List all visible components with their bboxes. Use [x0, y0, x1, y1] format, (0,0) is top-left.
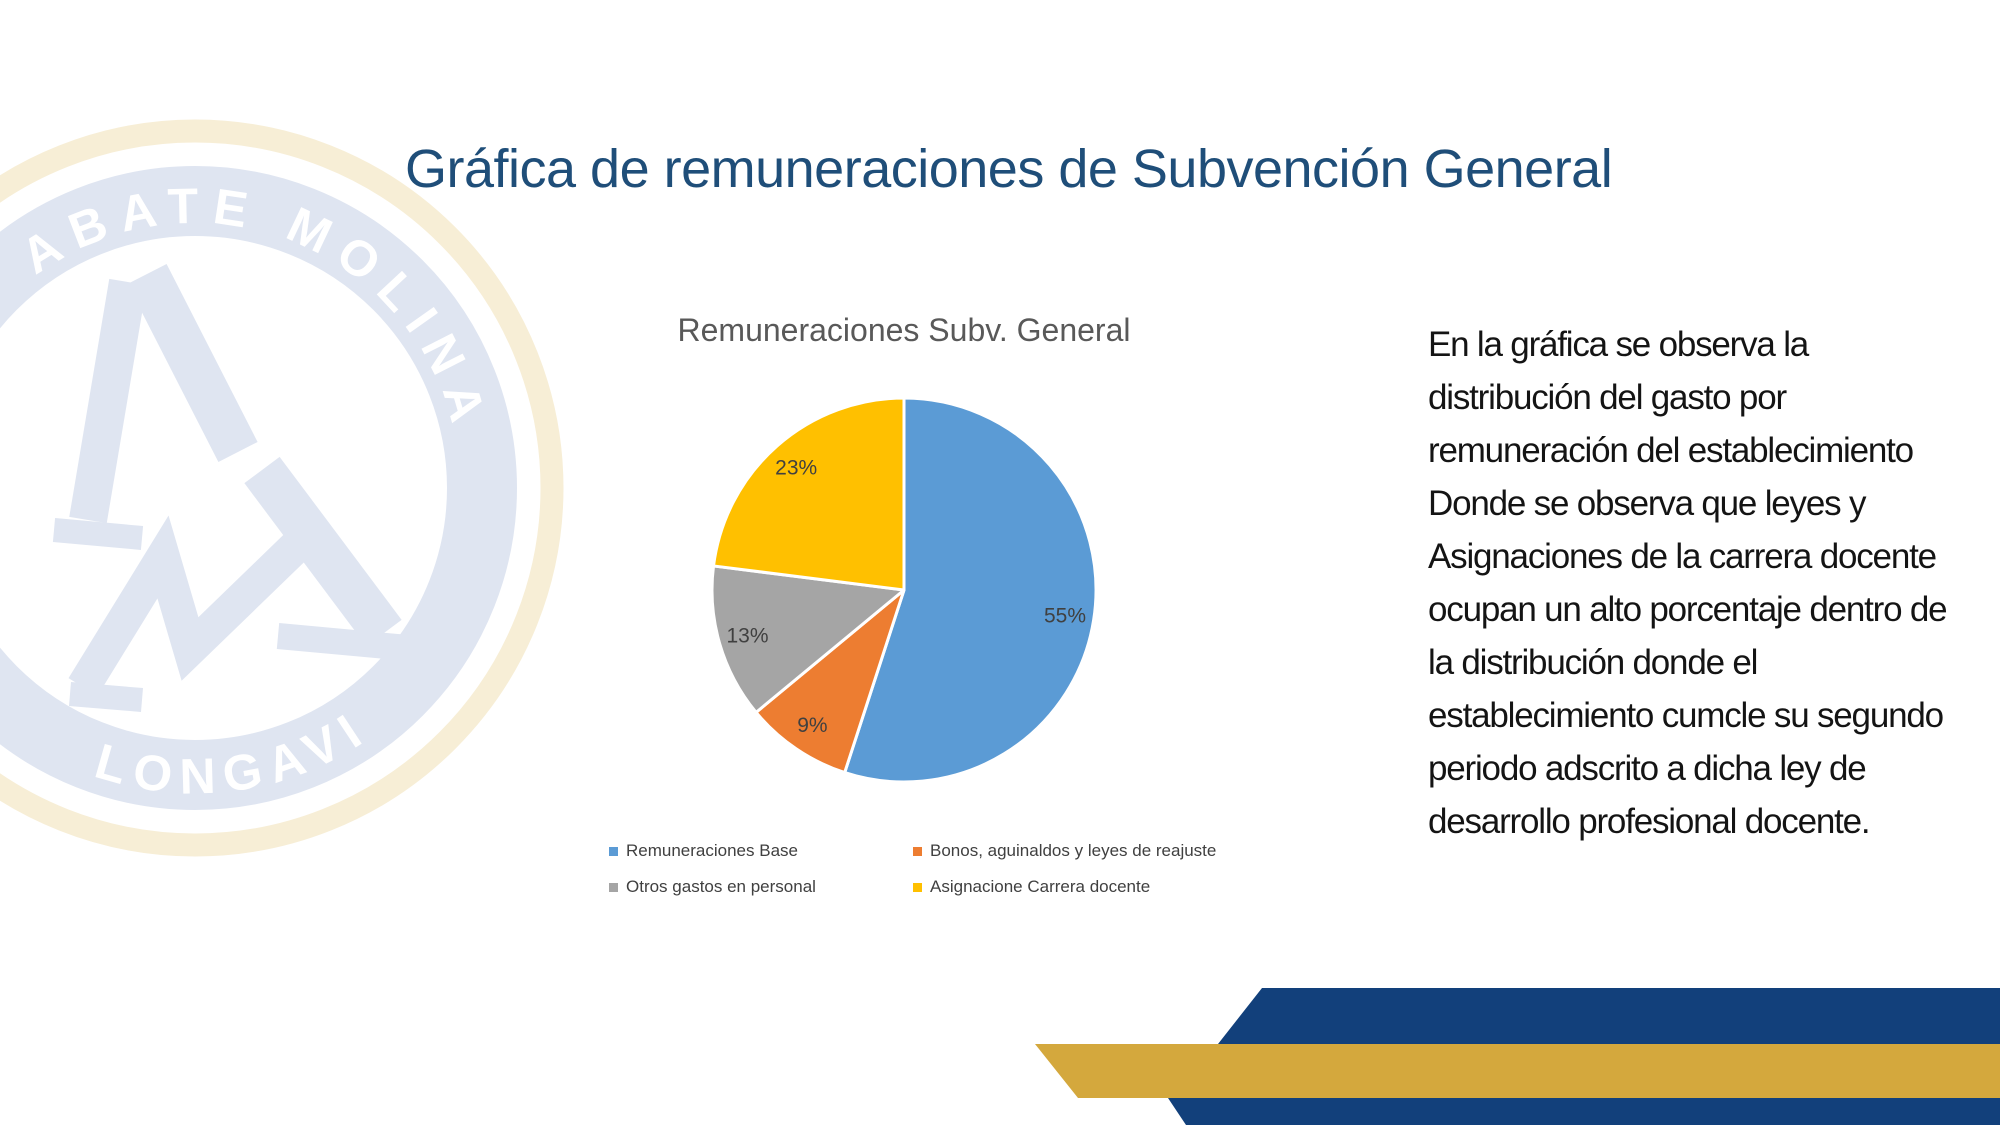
pie-slice-2	[710, 564, 906, 714]
monogram-left-leg	[69, 278, 147, 524]
ribbon-gold	[1035, 1044, 2000, 1098]
pie-slice-label-0: 55%	[1044, 605, 1086, 628]
legend-marker	[913, 882, 922, 892]
legend-label: Otros gastos en personal	[626, 877, 816, 896]
legend-marker	[609, 846, 618, 856]
legend-item-otros-gastos: Otros gastos en personal	[609, 877, 816, 897]
legend-label: Remuneraciones Base	[626, 841, 798, 860]
pie-slice-label-3: 23%	[775, 457, 817, 480]
legend-item-remuneraciones-base: Remuneraciones Base	[609, 841, 798, 861]
watermark-band-ring	[0, 166, 517, 810]
watermark-logo: ABATE MOLINA LONGAVI	[0, 104, 564, 857]
legend-item-asignacione-carrera: Asignacione Carrera docente	[913, 877, 1150, 897]
monogram-right-leg-lower	[244, 456, 402, 647]
slide-title: Gráfica de remuneraciones de Subvención …	[405, 139, 1613, 199]
pie-slice-label-2: 13%	[726, 625, 768, 648]
watermark-monogram	[52, 263, 410, 712]
legend-marker	[913, 846, 922, 856]
chart-title: Remuneraciones Subv. General	[677, 312, 1131, 348]
pie-slice-3	[712, 396, 906, 592]
legend-label: Asignacione Carrera docente	[930, 877, 1151, 896]
monogram-right-leg-upper	[127, 263, 258, 463]
monogram-left-foot	[52, 518, 144, 550]
monogram-m-zigzag	[68, 513, 329, 696]
pie-chart: 55% 9% 13% 23%	[710, 396, 1098, 784]
watermark-cream-ring	[0, 119, 564, 857]
legend-marker	[609, 882, 618, 892]
legend-label: Bonos, aguinaldos y leyes de reajuste	[930, 841, 1217, 860]
commentary-text: En la gráfica se observa la distribución…	[1428, 325, 1948, 841]
pie-slice-label-1: 9%	[797, 714, 827, 737]
monogram-right-foot	[276, 623, 410, 661]
pie-slice-0	[843, 396, 1098, 784]
bottom-ribbons	[1035, 988, 2000, 1125]
pie-slice-1	[754, 588, 906, 775]
monogram-m-foot	[69, 682, 143, 712]
legend-item-bonos-aguinaldos: Bonos, aguinaldos y leyes de reajuste	[913, 841, 1216, 861]
